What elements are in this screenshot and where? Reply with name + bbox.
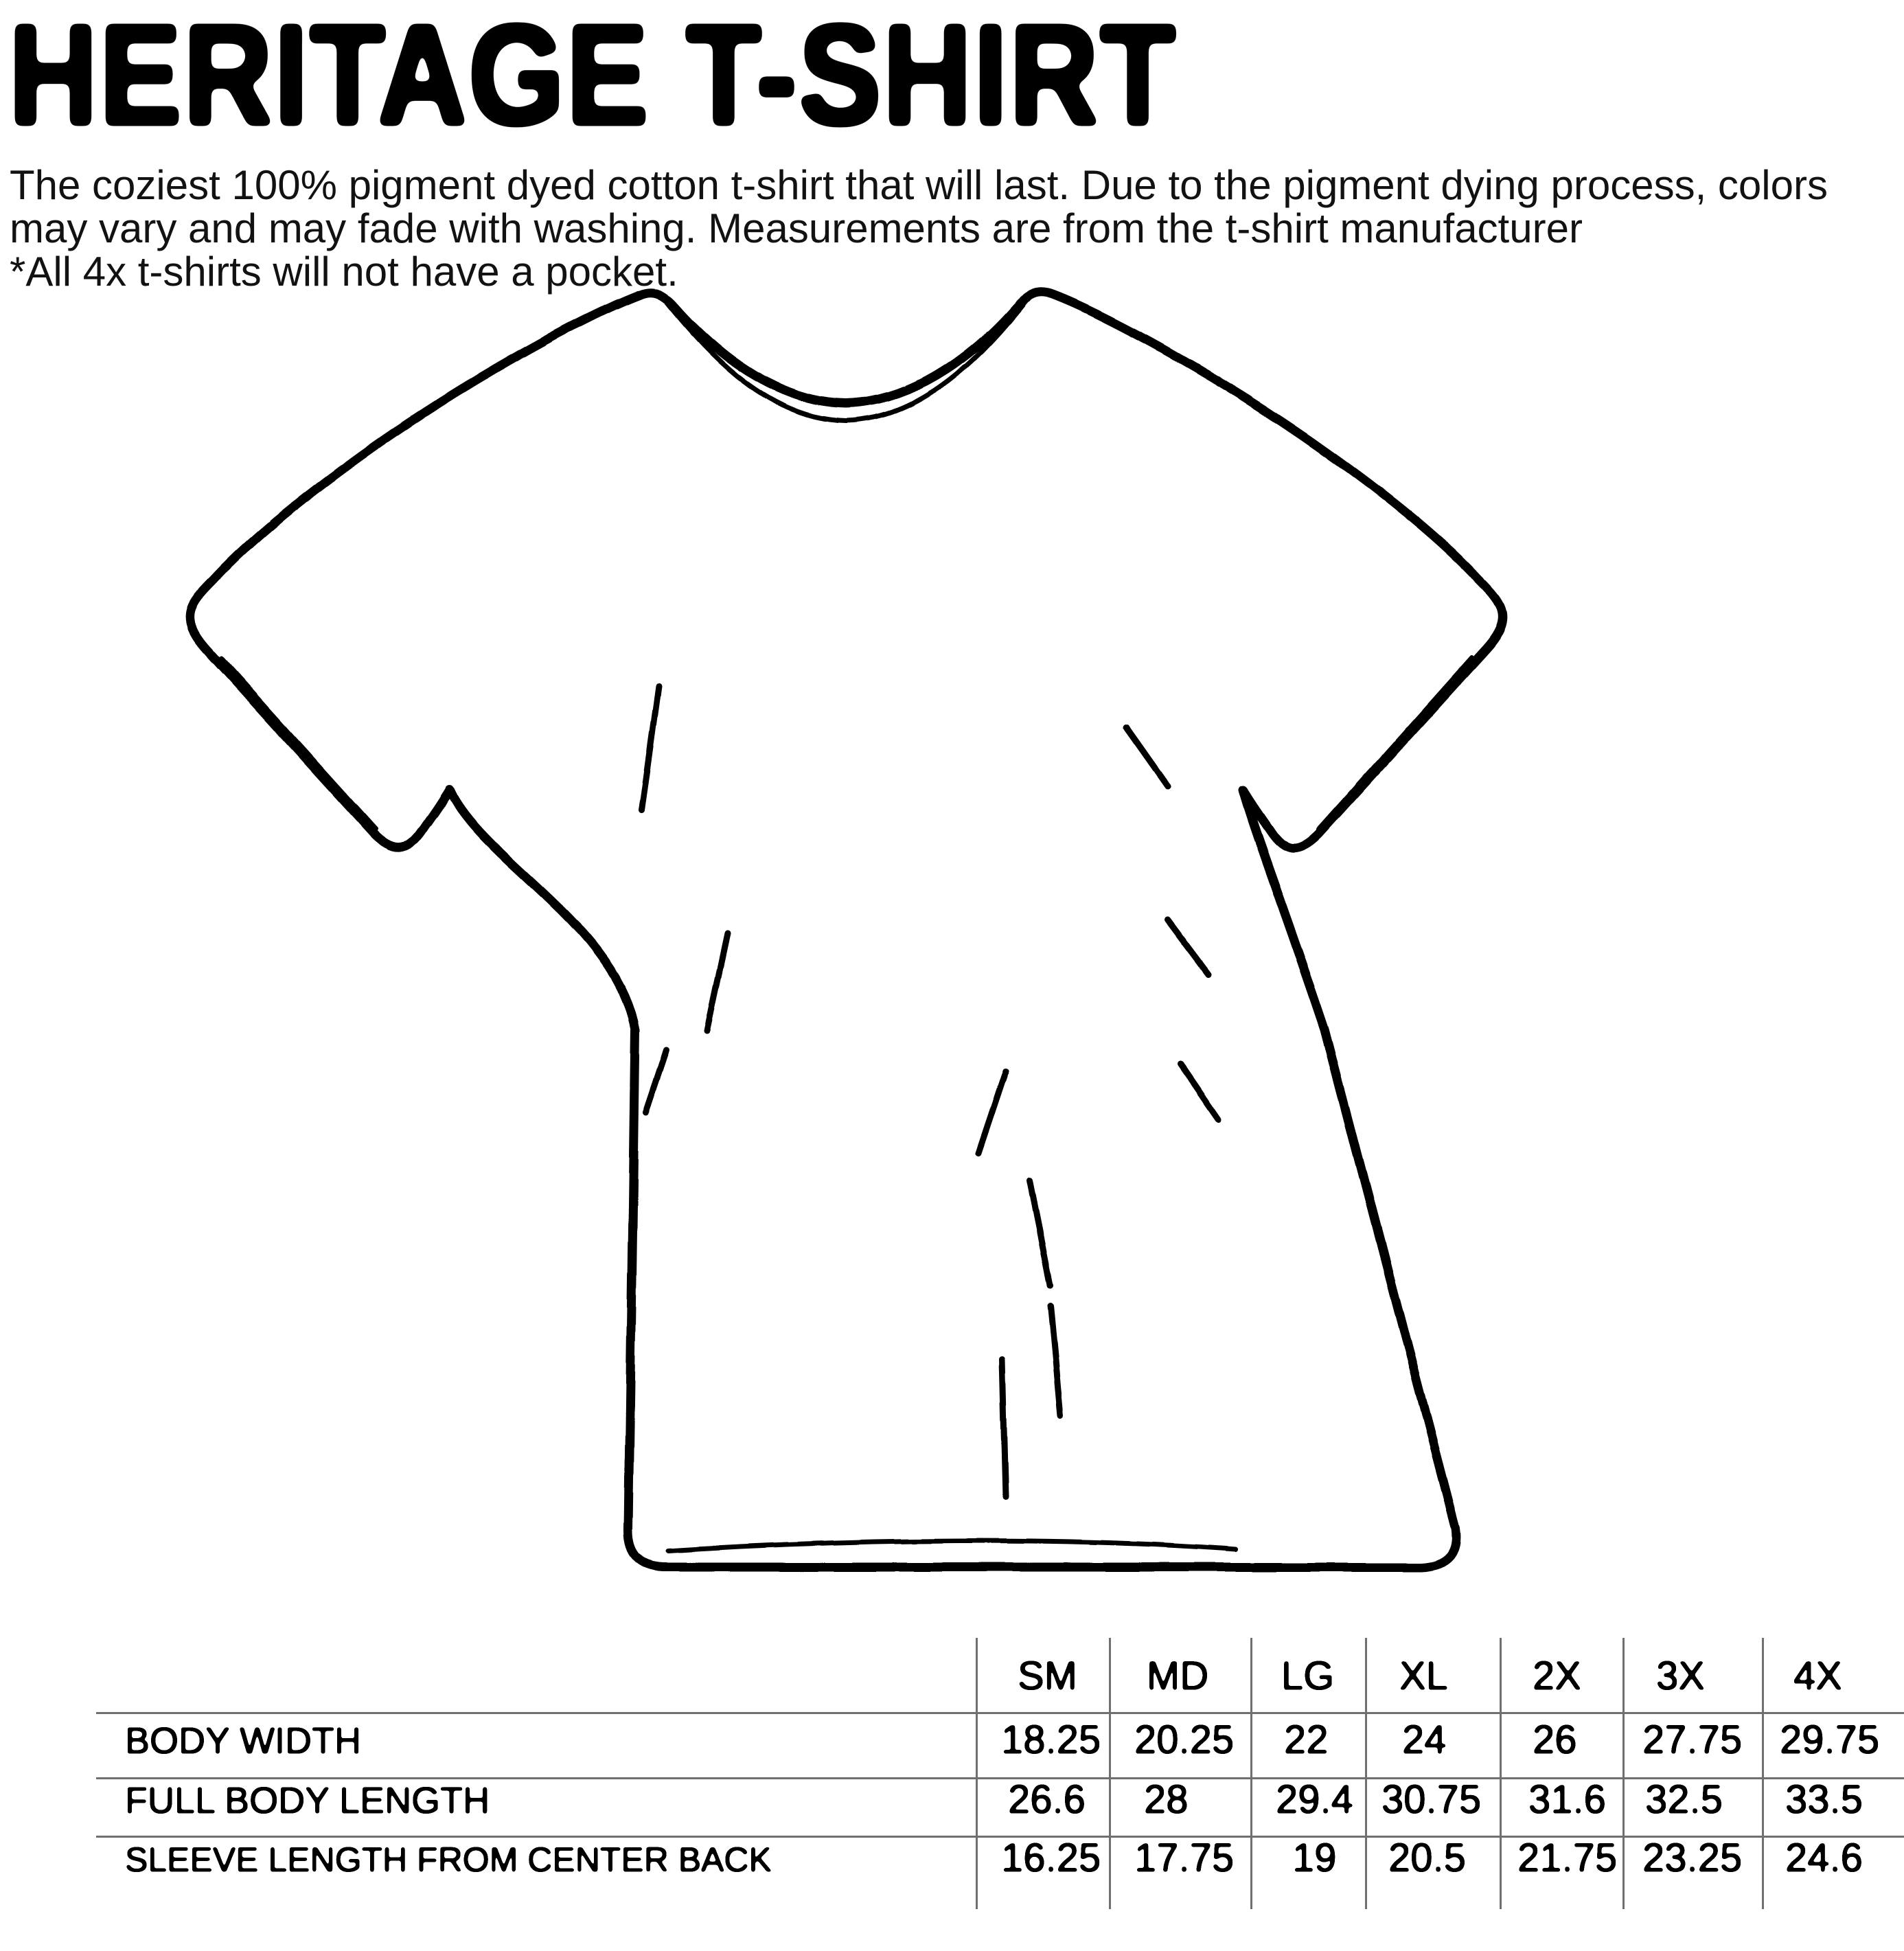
svg-text:BODY WIDTH: BODY WIDTH: [125, 1720, 361, 1761]
svg-text:2X: 2X: [1533, 1654, 1581, 1698]
svg-text:17.75: 17.75: [1134, 1836, 1234, 1880]
svg-text:XL: XL: [1399, 1654, 1448, 1698]
svg-text:23.25: 23.25: [1642, 1836, 1742, 1880]
svg-text:26: 26: [1533, 1718, 1577, 1762]
svg-text:30.75: 30.75: [1381, 1777, 1481, 1822]
svg-text:28: 28: [1144, 1777, 1189, 1822]
svg-text:20.5: 20.5: [1388, 1836, 1466, 1880]
svg-text:27.75: 27.75: [1642, 1718, 1742, 1762]
svg-text:16.25: 16.25: [1001, 1836, 1101, 1880]
svg-text:LG: LG: [1281, 1654, 1334, 1698]
svg-text:22: 22: [1284, 1718, 1329, 1762]
svg-text:4X: 4X: [1793, 1654, 1842, 1698]
svg-text:24: 24: [1402, 1718, 1447, 1762]
svg-text:3X: 3X: [1656, 1654, 1705, 1698]
svg-text:29.4: 29.4: [1276, 1777, 1353, 1822]
svg-text:FULL BODY LENGTH: FULL BODY LENGTH: [125, 1780, 490, 1821]
svg-text:29.75: 29.75: [1780, 1718, 1879, 1762]
svg-text:33.5: 33.5: [1785, 1777, 1863, 1822]
svg-text:SLEEVE LENGTH FROM CENTER BACK: SLEEVE LENGTH FROM CENTER BACK: [125, 1840, 772, 1879]
svg-text:26.6: 26.6: [1008, 1777, 1086, 1822]
svg-text:19: 19: [1292, 1836, 1337, 1880]
svg-text:31.6: 31.6: [1528, 1777, 1606, 1822]
svg-text:21.75: 21.75: [1517, 1836, 1617, 1880]
svg-text:32.5: 32.5: [1645, 1777, 1723, 1822]
svg-text:24.6: 24.6: [1785, 1836, 1863, 1880]
svg-text:20.25: 20.25: [1134, 1718, 1234, 1762]
svg-text:18.25: 18.25: [1001, 1718, 1101, 1762]
svg-text:MD: MD: [1147, 1654, 1208, 1698]
svg-text:SM: SM: [1018, 1654, 1077, 1698]
